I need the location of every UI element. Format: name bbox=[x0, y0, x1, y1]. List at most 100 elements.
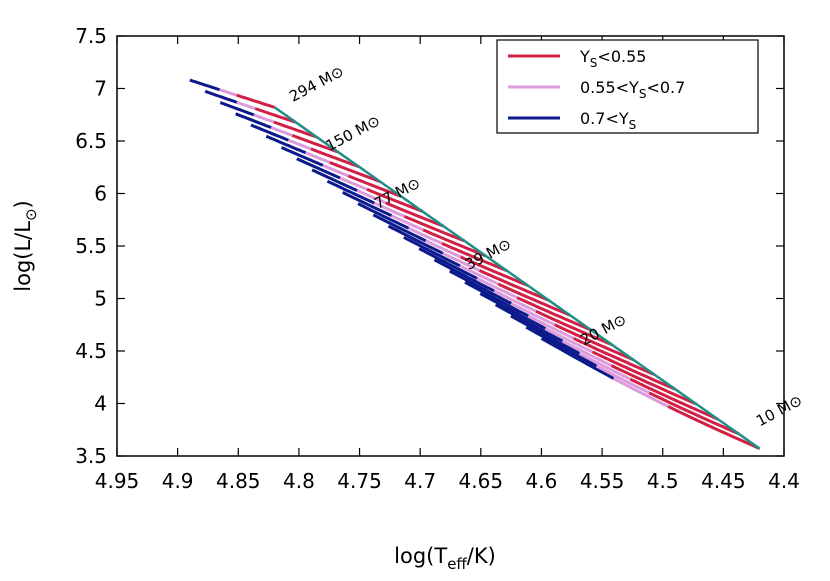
track-segment-ys-low bbox=[291, 133, 339, 154]
track-segment-ys-high bbox=[250, 123, 289, 142]
x-tick-label: 4.85 bbox=[216, 469, 261, 493]
track-segment-ys-mid bbox=[493, 289, 537, 313]
track-segment-ys-high bbox=[418, 247, 478, 280]
x-tick-label: 4.5 bbox=[647, 469, 679, 493]
y-tick-label: 5.5 bbox=[75, 234, 107, 258]
high-teff-edge bbox=[273, 106, 761, 450]
track-segment-ys-low bbox=[516, 296, 592, 332]
track-segment-ys-high bbox=[525, 325, 598, 368]
track-segment-ys-low bbox=[236, 93, 276, 109]
track-segment-ys-high bbox=[219, 101, 255, 117]
track-segment-ys-high bbox=[464, 280, 529, 318]
track-segment-ys-mid bbox=[459, 264, 499, 286]
track-segment-ys-high bbox=[235, 112, 272, 129]
track-segment-ys-high bbox=[433, 258, 495, 293]
track-segment-ys-mid bbox=[561, 339, 612, 367]
track-segment-ys-mid bbox=[476, 277, 518, 299]
track-segment-ys-low bbox=[459, 255, 529, 287]
track-segment-ys-high bbox=[296, 157, 341, 180]
track-segment-ys-mid bbox=[442, 251, 481, 272]
track-segment-ys-low bbox=[629, 377, 719, 421]
track-segment-ys-low bbox=[329, 161, 381, 183]
track-segment-ys-low bbox=[610, 364, 698, 406]
track-segment-ys-high bbox=[189, 78, 220, 92]
mass-label: 150 M⊙ bbox=[323, 111, 383, 155]
track-segment-ys-mid bbox=[612, 377, 669, 408]
x-axis-label: log(Teff/K) bbox=[394, 544, 496, 573]
track-segment-ys-mid bbox=[373, 201, 406, 218]
track-segment-ys-low bbox=[497, 282, 571, 317]
track-segment-ys-mid bbox=[236, 100, 256, 110]
track-segment-ys-mid bbox=[287, 138, 312, 151]
edge-line bbox=[273, 106, 761, 450]
track-segment-ys-high bbox=[540, 337, 615, 380]
track-segment-ys-low bbox=[310, 147, 360, 169]
track-segment-ys-low bbox=[572, 336, 655, 376]
evolution-tracks bbox=[189, 78, 761, 451]
track-segment-ys-low bbox=[254, 107, 297, 124]
track-segment-ys-mid bbox=[510, 302, 556, 327]
x-tick-label: 4.55 bbox=[580, 469, 625, 493]
legend-label-ys-high: 0.7<YS bbox=[580, 109, 636, 132]
track-segment-ys-mid bbox=[544, 327, 594, 354]
track-segment-ys-low bbox=[554, 323, 634, 361]
track-segment-ys-high bbox=[387, 224, 444, 255]
track-segment-ys-mid bbox=[270, 126, 293, 137]
x-tick-label: 4.9 bbox=[162, 469, 194, 493]
track-segment-ys-low bbox=[385, 201, 444, 228]
track-segment-ys-mid bbox=[425, 239, 462, 259]
mass-label: 10 M⊙ bbox=[753, 391, 805, 430]
legend-label-ys-low: YS<0.55 bbox=[579, 47, 646, 70]
mass-label: 294 M⊙ bbox=[286, 62, 346, 106]
y-tick-label: 5 bbox=[94, 287, 107, 311]
y-tick-label: 6 bbox=[94, 182, 107, 206]
track-segment-ys-low bbox=[403, 215, 466, 243]
track-segment-ys-low bbox=[441, 242, 508, 272]
track-segment-ys-mid bbox=[339, 176, 368, 191]
legend-label-ys-mid: 0.55<YS<0.7 bbox=[580, 78, 685, 101]
track-segment-ys-high bbox=[342, 191, 393, 217]
y-tick-label: 3.5 bbox=[75, 444, 107, 468]
track-segment-ys-low bbox=[422, 228, 487, 258]
legend: YS<0.55 0.55<YS<0.7 0.7<YS bbox=[496, 39, 759, 134]
track-segment-ys-high bbox=[311, 168, 358, 192]
x-tick-label: 4.6 bbox=[526, 469, 558, 493]
track-segment-ys-low bbox=[273, 120, 318, 139]
track-segment-ys-mid bbox=[578, 352, 631, 381]
track-segment-ys-high bbox=[280, 146, 324, 167]
track-segment-ys-mid bbox=[595, 364, 650, 395]
x-tick-label: 4.7 bbox=[404, 469, 436, 493]
track-segment-ys-high bbox=[326, 179, 375, 205]
track-segment-ys-high bbox=[372, 213, 427, 243]
y-tick-label: 7 bbox=[94, 77, 107, 101]
x-tick-label: 4.75 bbox=[337, 469, 382, 493]
track-segment-ys-mid bbox=[407, 226, 443, 245]
x-tick-label: 4.65 bbox=[459, 469, 504, 493]
track-segment-ys-mid bbox=[322, 163, 349, 178]
track-segment-ys-high bbox=[204, 89, 238, 104]
mass-label: 20 M⊙ bbox=[577, 310, 629, 349]
track-segment-ys-high bbox=[403, 235, 461, 268]
track-segment-ys-low bbox=[535, 309, 613, 347]
track-segment-ys-mid bbox=[390, 214, 424, 232]
x-tick-label: 4.8 bbox=[283, 469, 315, 493]
track-segment-ys-high bbox=[479, 292, 546, 330]
track-segment-ys-low bbox=[667, 405, 761, 451]
track-segment-ys-high bbox=[448, 269, 512, 305]
y-tick-label: 7.5 bbox=[75, 24, 107, 48]
x-tick-label: 4.4 bbox=[768, 469, 800, 493]
track-segment-ys-high bbox=[510, 314, 581, 355]
track-segment-ys-low bbox=[478, 269, 550, 302]
track-segment-ys-low bbox=[347, 174, 402, 198]
track-segment-ys-low bbox=[366, 187, 423, 213]
track-segment-ys-mid bbox=[253, 113, 275, 124]
track-segment-ys-high bbox=[265, 134, 307, 155]
track-segment-ys-high bbox=[494, 303, 564, 343]
y-axis-label: log(L/L⊙) bbox=[11, 200, 40, 291]
y-tick-label: 6.5 bbox=[75, 129, 107, 153]
x-tick-label: 4.95 bbox=[95, 469, 140, 493]
track-segment-ys-high bbox=[357, 202, 410, 230]
x-tick-label: 4.45 bbox=[701, 469, 746, 493]
track-segment-ys-mid bbox=[356, 189, 387, 205]
track-segment-ys-low bbox=[591, 350, 677, 391]
